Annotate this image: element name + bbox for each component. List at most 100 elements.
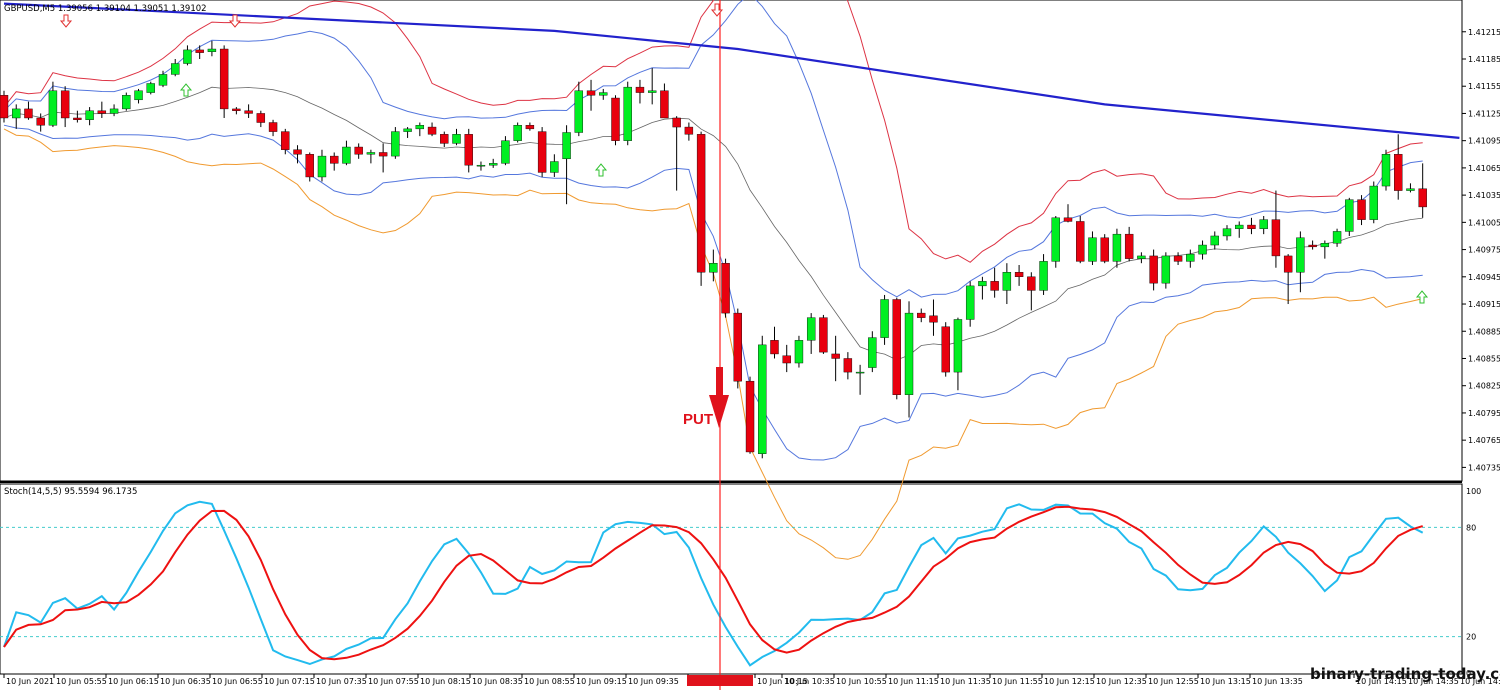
candle[interactable] xyxy=(647,68,657,105)
candle[interactable] xyxy=(0,90,9,123)
candle[interactable] xyxy=(525,122,535,131)
candle[interactable] xyxy=(745,376,755,454)
candle[interactable] xyxy=(1002,263,1012,305)
candle[interactable] xyxy=(1186,249,1195,268)
candle[interactable] xyxy=(476,161,486,171)
candle[interactable] xyxy=(1161,252,1171,289)
candle[interactable] xyxy=(782,344,791,373)
candle[interactable] xyxy=(73,110,82,123)
candle[interactable] xyxy=(1259,215,1268,235)
candle[interactable] xyxy=(281,128,290,155)
candle[interactable] xyxy=(635,79,645,104)
candle[interactable] xyxy=(12,104,21,129)
candle[interactable] xyxy=(24,101,33,120)
candle[interactable] xyxy=(85,107,94,126)
candle[interactable] xyxy=(391,127,400,159)
candle[interactable] xyxy=(574,81,584,137)
candle[interactable] xyxy=(672,116,681,191)
candle[interactable] xyxy=(917,308,926,323)
candle[interactable] xyxy=(696,131,706,286)
candle[interactable] xyxy=(1124,226,1134,262)
candle[interactable] xyxy=(501,136,510,166)
candle[interactable] xyxy=(843,352,853,380)
candle[interactable] xyxy=(464,128,473,173)
candle[interactable] xyxy=(953,317,963,391)
candle[interactable] xyxy=(537,127,547,177)
candle[interactable] xyxy=(1076,215,1085,264)
candle[interactable] xyxy=(232,107,241,115)
candle[interactable] xyxy=(990,267,999,298)
candle[interactable] xyxy=(48,81,58,128)
candle[interactable] xyxy=(366,149,376,164)
candle[interactable] xyxy=(819,314,828,354)
stochastic-panel[interactable] xyxy=(0,483,1463,675)
candle[interactable] xyxy=(831,335,840,382)
candle[interactable] xyxy=(342,140,351,166)
candle[interactable] xyxy=(513,122,522,143)
candle[interactable] xyxy=(1418,163,1427,218)
candle[interactable] xyxy=(1039,254,1048,295)
candle[interactable] xyxy=(660,83,669,119)
candle[interactable] xyxy=(146,81,155,95)
candle[interactable] xyxy=(183,45,192,66)
candle[interactable] xyxy=(60,86,70,128)
candle[interactable] xyxy=(1394,134,1403,200)
candle[interactable] xyxy=(1357,195,1366,226)
candle[interactable] xyxy=(109,104,119,117)
candle[interactable] xyxy=(904,301,914,418)
candle[interactable] xyxy=(1332,228,1342,247)
candle[interactable] xyxy=(378,143,388,173)
candle[interactable] xyxy=(330,152,339,171)
candle[interactable] xyxy=(415,122,425,137)
candle[interactable] xyxy=(1027,272,1036,311)
candle[interactable] xyxy=(158,70,168,88)
candle[interactable] xyxy=(1173,252,1183,266)
candle[interactable] xyxy=(293,145,302,164)
candle[interactable] xyxy=(403,127,412,138)
candle[interactable] xyxy=(1271,190,1281,268)
candle[interactable] xyxy=(317,149,327,182)
candle[interactable] xyxy=(207,40,217,57)
candle[interactable] xyxy=(1100,234,1109,264)
candle[interactable] xyxy=(684,122,694,141)
candle[interactable] xyxy=(1235,221,1244,238)
candle[interactable] xyxy=(256,110,266,128)
candle[interactable] xyxy=(941,322,950,377)
candle[interactable] xyxy=(1308,240,1317,250)
candle[interactable] xyxy=(171,58,180,77)
candle[interactable] xyxy=(305,152,314,182)
candle[interactable] xyxy=(195,45,204,59)
candle[interactable] xyxy=(36,113,45,132)
candle[interactable] xyxy=(1296,231,1305,293)
candle[interactable] xyxy=(1149,249,1158,291)
candle[interactable] xyxy=(1381,149,1391,191)
candle[interactable] xyxy=(1137,252,1146,264)
candle[interactable] xyxy=(892,297,901,400)
candle[interactable] xyxy=(1247,217,1256,235)
candle[interactable] xyxy=(770,326,779,359)
candle[interactable] xyxy=(354,143,363,159)
candle[interactable] xyxy=(489,158,498,168)
candle[interactable] xyxy=(1063,204,1073,223)
candle[interactable] xyxy=(1369,181,1378,224)
candle[interactable] xyxy=(244,104,253,118)
candle[interactable] xyxy=(929,299,938,336)
candle[interactable] xyxy=(709,249,718,282)
candle[interactable] xyxy=(978,276,987,300)
candle[interactable] xyxy=(1088,231,1097,266)
candle[interactable] xyxy=(550,154,559,177)
candle[interactable] xyxy=(1198,240,1207,260)
candle[interactable] xyxy=(965,281,975,327)
candle[interactable] xyxy=(1014,265,1024,286)
candle[interactable] xyxy=(452,128,461,146)
candle[interactable] xyxy=(1283,254,1293,305)
candle[interactable] xyxy=(122,92,131,111)
candle[interactable] xyxy=(758,335,767,459)
candle[interactable] xyxy=(611,95,620,146)
price-panel[interactable] xyxy=(0,0,1463,482)
candle[interactable] xyxy=(1345,197,1354,236)
candle[interactable] xyxy=(794,335,804,368)
candle[interactable] xyxy=(1112,228,1122,268)
candle[interactable] xyxy=(1320,240,1330,259)
